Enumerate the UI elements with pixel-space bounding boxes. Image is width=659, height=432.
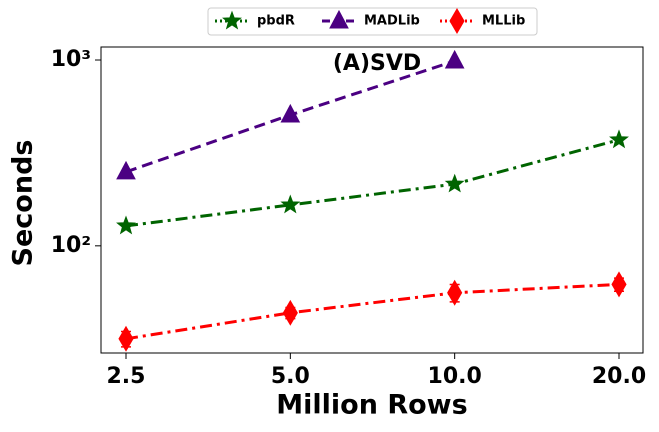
marker <box>118 325 134 352</box>
marker <box>611 271 627 298</box>
marker <box>116 215 136 235</box>
x-tick-label: 2.5 <box>107 364 146 389</box>
legend-label: MADLib <box>364 14 420 29</box>
legend-marker <box>222 10 242 30</box>
marker <box>280 194 301 214</box>
series-line <box>125 138 620 228</box>
y-tick-label: 10³ <box>51 47 91 72</box>
legend-label: pbdR <box>257 14 295 29</box>
legend-marker <box>329 9 349 29</box>
x-axis-label: Million Rows <box>276 390 467 421</box>
marker <box>116 160 136 180</box>
marker <box>282 299 298 326</box>
annotation: (A)SVD <box>333 51 421 76</box>
series-line <box>125 282 620 341</box>
marker <box>609 129 629 149</box>
x-tick-label: 10.0 <box>428 364 482 389</box>
y-tick-label: 10² <box>51 233 91 258</box>
plot-frame <box>100 46 644 354</box>
y-axis-label: Seconds <box>8 140 39 267</box>
marker <box>444 49 465 69</box>
marker <box>447 279 463 306</box>
x-tick-label: 5.0 <box>271 364 310 389</box>
legend-marker <box>449 8 465 34</box>
legend-label: MLLib <box>482 14 525 29</box>
marker <box>444 173 465 193</box>
marker <box>280 103 301 123</box>
x-tick-label: 20.0 <box>592 364 646 389</box>
